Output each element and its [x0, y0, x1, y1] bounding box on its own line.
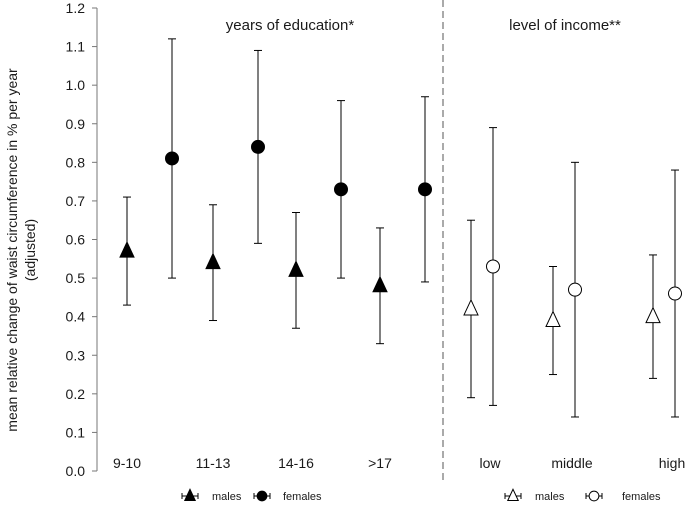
filled-circle-marker — [334, 182, 348, 197]
group-title: years of education* — [226, 17, 355, 34]
x-tick-label: high — [659, 455, 685, 471]
y-tick-label: 0.5 — [66, 270, 86, 286]
data-marks — [119, 38, 682, 418]
legend-label: females — [283, 491, 322, 503]
y-axis: 0.0 0.1 0.2 0.3 0.4 0.5 0.6 0.7 0.8 0.9 1.0 1.1 1.2 — [66, 0, 98, 479]
legend-label: males — [212, 491, 242, 503]
y-axis-title-line1: mean relative change of waist circumfere… — [4, 68, 20, 432]
open-circle-marker — [588, 490, 600, 502]
y-tick-label: 1.0 — [66, 77, 86, 93]
group-title: level of income** — [509, 17, 621, 34]
x-tick-label: low — [479, 455, 501, 471]
y-tick-label: 0.6 — [66, 232, 86, 248]
y-tick-label: 0.8 — [66, 154, 86, 170]
y-tick-label: 0.0 — [66, 463, 86, 479]
filled-triangle-marker — [119, 240, 135, 258]
y-tick-label: 0.1 — [66, 424, 86, 440]
group-titles: years of education* level of income** — [226, 17, 621, 34]
y-tick-label: 0.9 — [66, 116, 86, 132]
open-triangle-marker — [506, 488, 520, 501]
x-tick-label: 11-13 — [196, 455, 231, 471]
y-tick-label: 1.2 — [66, 0, 86, 16]
y-tick-label: 1.1 — [66, 39, 86, 55]
open-circle-marker — [568, 282, 582, 297]
filled-triangle-marker — [288, 260, 304, 277]
y-axis-title: mean relative change of waist circumfere… — [4, 68, 38, 432]
open-triangle-marker — [645, 306, 661, 324]
filled-circle-marker — [251, 139, 265, 154]
x-tick-label: middle — [551, 455, 592, 471]
filled-circle-marker — [418, 182, 432, 197]
legends: males females males females — [181, 488, 661, 503]
y-axis-title-line2: (adjusted) — [22, 219, 38, 281]
filled-triangle-marker — [205, 252, 221, 270]
y-tick-label: 0.2 — [66, 386, 86, 402]
x-tick-label: 14-16 — [278, 455, 314, 471]
x-axis-labels: 9-10 11-13 14-16 >17 low middle high — [113, 455, 685, 471]
filled-triangle-marker — [372, 275, 388, 293]
y-tick-label: 0.4 — [66, 309, 86, 325]
y-tick-label: 0.7 — [66, 193, 86, 209]
x-tick-label: >17 — [368, 455, 392, 471]
filled-circle-marker — [256, 490, 268, 502]
filled-circle-marker — [165, 151, 179, 166]
open-triangle-marker — [463, 298, 479, 316]
y-tick-label: 0.3 — [66, 347, 86, 363]
open-circle-marker — [486, 259, 500, 274]
open-triangle-marker — [545, 310, 561, 328]
open-circle-marker — [668, 286, 682, 301]
filled-triangle-marker — [183, 488, 197, 501]
x-tick-label: 9-10 — [113, 455, 141, 471]
legend-label: females — [622, 491, 661, 503]
legend-label: males — [535, 491, 565, 503]
